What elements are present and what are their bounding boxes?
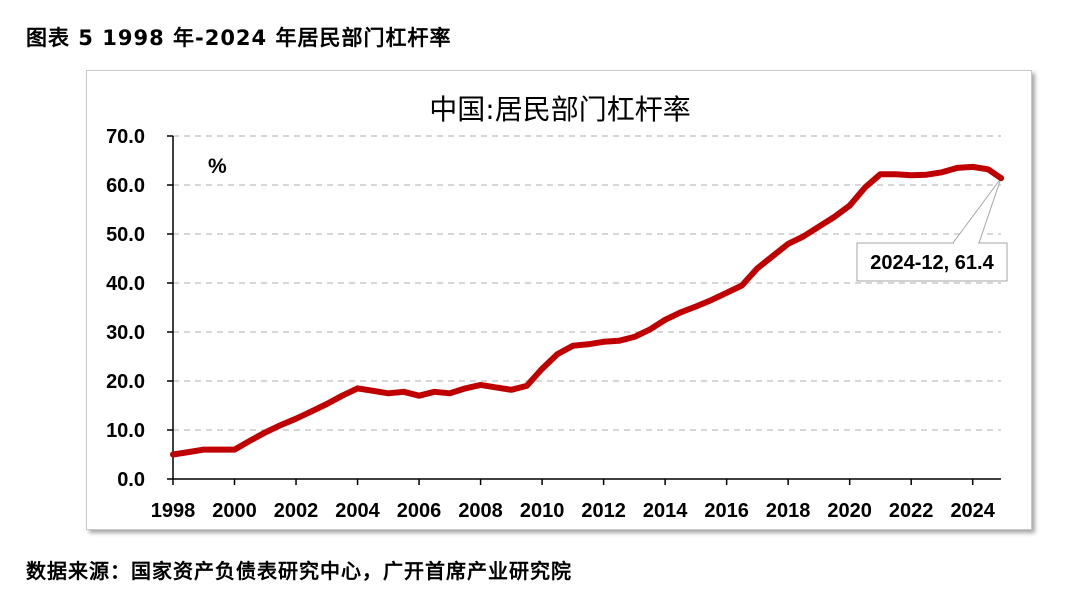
- figure-caption: 图表 5 1998 年-2024 年居民部门杠杆率: [26, 26, 452, 50]
- x-tick-label: 2010: [520, 500, 565, 522]
- line-chart: 中国:居民部门杠杆率 0.0 10.0 20.0 30.0 40.0 50.0 60.0 70…: [106, 93, 1008, 522]
- x-tick-label: 2018: [766, 500, 811, 522]
- x-tick-label: 2016: [704, 500, 749, 522]
- annotation-point: [998, 175, 1004, 182]
- source-note: 数据来源：国家资产负债表研究中心，广开首席产业研究院: [26, 559, 572, 583]
- x-tick-label: 2020: [827, 500, 872, 522]
- y-axis-ticks: 0.0 10.0 20.0 30.0 40.0 50.0 60.0 70.0: [106, 126, 145, 491]
- annotation-label: 2024-12, 61.4: [870, 252, 994, 274]
- y-tick-label: 50.0: [106, 224, 145, 246]
- y-tick-label: 10.0: [106, 420, 145, 442]
- x-tick-label: 2014: [643, 500, 688, 522]
- callout-box: [856, 242, 1008, 282]
- series-line: [170, 163, 1004, 458]
- y-tick-label: 20.0: [106, 371, 145, 393]
- x-tick-label: 2012: [581, 500, 626, 522]
- y-tick-label: 40.0: [106, 273, 145, 295]
- axes: [167, 135, 1001, 485]
- x-tick-label: 2022: [889, 500, 934, 522]
- x-tick-label: 2024: [950, 500, 995, 522]
- series-group: [170, 163, 1004, 458]
- y-tick-label: 60.0: [106, 175, 145, 197]
- callout-pointer: [952, 177, 1002, 244]
- y-unit-label: %: [208, 155, 227, 178]
- x-tick-label: 2006: [397, 500, 442, 522]
- annotation-group: 2024-12, 61.4: [856, 175, 1008, 282]
- y-tick-label: 30.0: [106, 322, 145, 344]
- y-tick-label: 0.0: [117, 469, 145, 491]
- gridlines: [173, 135, 1001, 431]
- y-tick-label: 70.0: [106, 126, 145, 148]
- x-tick-label: 2002: [274, 500, 319, 522]
- chart-panel: 中国:居民部门杠杆率 0.0 10.0 20.0 30.0 40.0 50.0 60.0 70…: [86, 70, 1032, 530]
- x-tick-label: 1998: [151, 500, 196, 522]
- x-axis-ticks: 1998 2000 2002 2004 2006 2008 2010 2012 2014 2016…: [151, 500, 996, 522]
- x-tick-label: 2000: [212, 500, 257, 522]
- x-tick-label: 2004: [335, 500, 380, 522]
- chart-title: 中国:居民部门杠杆率: [429, 93, 690, 126]
- x-tick-label: 2008: [458, 500, 503, 522]
